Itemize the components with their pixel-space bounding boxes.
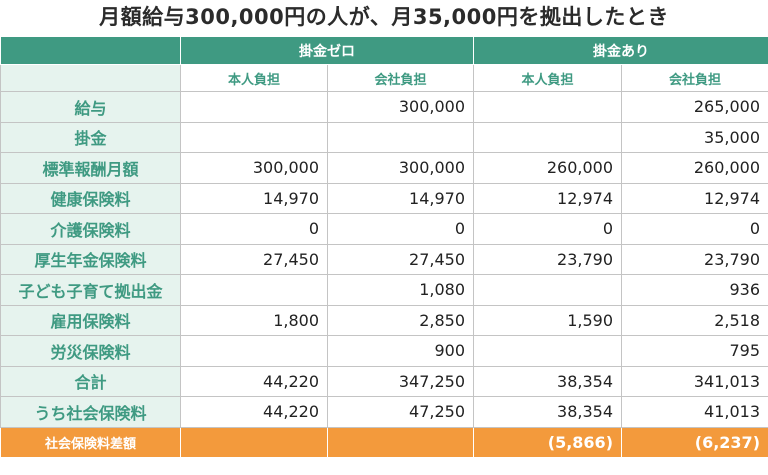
subheader-company-1: 会社負担 xyxy=(327,64,474,92)
table-cell: 1,080 xyxy=(327,274,474,306)
page-title: 月額給与300,000円の人が、月35,000円を拠出したとき xyxy=(99,5,669,29)
total-row: 社会保険料差額 (5,866) (6,237) xyxy=(0,426,768,458)
table-cell: 47,250 xyxy=(327,396,474,428)
table-cell: 300,000 xyxy=(327,91,474,123)
table-cell: 0 xyxy=(621,213,768,245)
table-row: 標準報酬月額 300,000 300,000 260,000 260,000 xyxy=(0,152,768,184)
table-row: うち社会保険料 44,220 47,250 38,354 41,013 xyxy=(0,396,768,428)
table-cell: 44,220 xyxy=(180,365,328,397)
table-cell xyxy=(180,274,328,306)
table-cell: 41,013 xyxy=(621,396,768,428)
row-label: 子ども子育て拠出金 xyxy=(0,274,181,306)
row-label: 介護保険料 xyxy=(0,213,181,245)
row-label: 雇用保険料 xyxy=(0,304,181,336)
subheader-employee-2: 本人負担 xyxy=(473,64,622,92)
table-row: 介護保険料 0 0 0 0 xyxy=(0,213,768,245)
group-header-row: 掛金ゼロ 掛金あり xyxy=(0,36,768,65)
subheader-employee-1: 本人負担 xyxy=(180,64,328,92)
table-cell xyxy=(473,274,622,306)
table-cell xyxy=(327,121,474,153)
row-label: 労災保険料 xyxy=(0,335,181,367)
table-cell: 341,013 xyxy=(621,365,768,397)
table-row: 子ども子育て拠出金 1,080 936 xyxy=(0,274,768,306)
row-label: 厚生年金保険料 xyxy=(0,243,181,275)
table-cell: 12,974 xyxy=(621,182,768,214)
table-cell: 1,590 xyxy=(473,304,622,336)
table-cell: 14,970 xyxy=(180,182,328,214)
table-cell: 44,220 xyxy=(180,396,328,428)
table-cell: 38,354 xyxy=(473,365,622,397)
row-label: 合計 xyxy=(0,365,181,397)
total-cell: (6,237) xyxy=(621,426,768,458)
table-cell xyxy=(180,335,328,367)
table-cell: 23,790 xyxy=(621,243,768,275)
table-cell: 260,000 xyxy=(621,152,768,184)
row-label: 健康保険料 xyxy=(0,182,181,214)
table-cell: 347,250 xyxy=(327,365,474,397)
table-row: 掛金 35,000 xyxy=(0,121,768,153)
table-cell: 27,450 xyxy=(180,243,328,275)
table-cell xyxy=(473,335,622,367)
row-label: 給与 xyxy=(0,91,181,123)
table-cell: 14,970 xyxy=(327,182,474,214)
table-cell: 27,450 xyxy=(327,243,474,275)
row-label: 掛金 xyxy=(0,121,181,153)
comparison-table: 掛金ゼロ 掛金あり 本人負担 会社負担 本人負担 会社負担 給与 300,000… xyxy=(0,36,768,458)
corner-cell xyxy=(0,36,181,65)
row-label: 標準報酬月額 xyxy=(0,152,181,184)
total-cell: (5,866) xyxy=(473,426,622,458)
table-cell: 2,850 xyxy=(327,304,474,336)
table-cell: 38,354 xyxy=(473,396,622,428)
corner-cell-2 xyxy=(0,64,181,92)
table-cell: 936 xyxy=(621,274,768,306)
table-cell: 900 xyxy=(327,335,474,367)
table-cell: 1,800 xyxy=(180,304,328,336)
table-cell xyxy=(473,91,622,123)
table-cell xyxy=(473,121,622,153)
total-cell xyxy=(327,426,474,458)
table-cell: 300,000 xyxy=(180,152,328,184)
table-row: 厚生年金保険料 27,450 27,450 23,790 23,790 xyxy=(0,243,768,275)
table-cell: 795 xyxy=(621,335,768,367)
table-cell: 2,518 xyxy=(621,304,768,336)
table-row: 労災保険料 900 795 xyxy=(0,335,768,367)
table-cell xyxy=(180,121,328,153)
row-label: うち社会保険料 xyxy=(0,396,181,428)
total-row-label: 社会保険料差額 xyxy=(0,426,181,458)
table-cell: 0 xyxy=(327,213,474,245)
subheader-row: 本人負担 会社負担 本人負担 会社負担 xyxy=(0,64,768,92)
table-cell: 300,000 xyxy=(327,152,474,184)
table-cell: 35,000 xyxy=(621,121,768,153)
table-row: 合計 44,220 347,250 38,354 341,013 xyxy=(0,365,768,397)
total-cell xyxy=(180,426,328,458)
table-cell: 12,974 xyxy=(473,182,622,214)
table-row: 健康保険料 14,970 14,970 12,974 12,974 xyxy=(0,182,768,214)
table-cell xyxy=(180,91,328,123)
table-cell: 260,000 xyxy=(473,152,622,184)
table-row: 雇用保険料 1,800 2,850 1,590 2,518 xyxy=(0,304,768,336)
group-header-no-contribution: 掛金ゼロ xyxy=(180,36,474,65)
table-cell: 0 xyxy=(180,213,328,245)
subheader-company-2: 会社負担 xyxy=(621,64,768,92)
table-cell: 0 xyxy=(473,213,622,245)
table-cell: 265,000 xyxy=(621,91,768,123)
group-header-with-contribution: 掛金あり xyxy=(473,36,768,65)
table-cell: 23,790 xyxy=(473,243,622,275)
table-row: 給与 300,000 265,000 xyxy=(0,91,768,123)
